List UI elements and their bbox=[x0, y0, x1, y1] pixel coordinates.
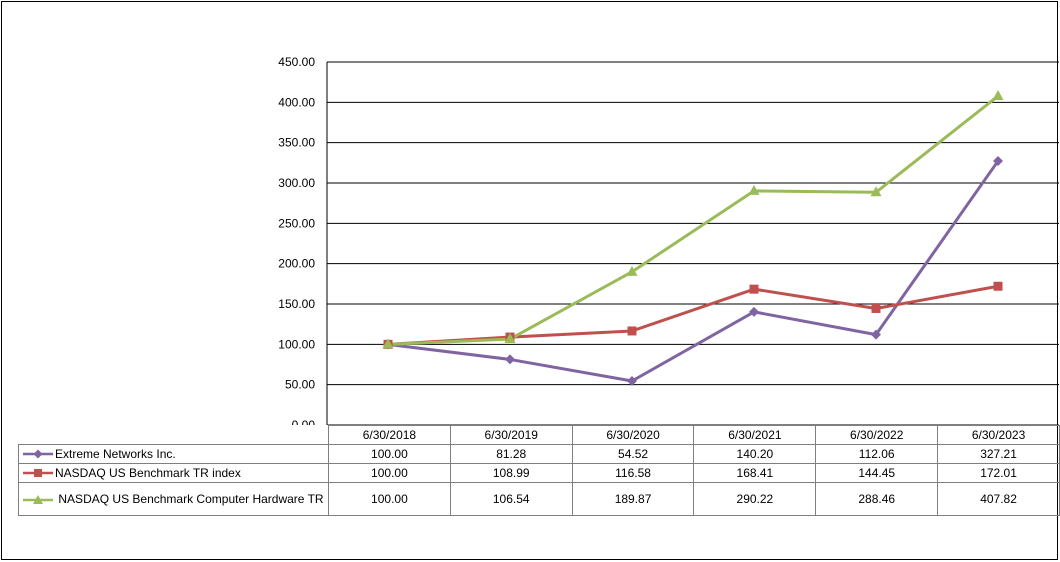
data-cell: 54.52 bbox=[571, 444, 695, 464]
legend-entry: NASDAQ US Benchmark Computer Hardware TR bbox=[18, 482, 329, 516]
data-cell: 106.54 bbox=[449, 482, 573, 516]
series-row-nasdaq-benchmark: NASDAQ US Benchmark TR index 100.00 108.… bbox=[18, 463, 1060, 483]
diamond-marker bbox=[749, 306, 759, 317]
series-row-nasdaq-hardware: NASDAQ US Benchmark Computer Hardware TR… bbox=[18, 482, 1060, 516]
data-cell: 100.00 bbox=[327, 463, 451, 483]
y-tick-label: 200.00 bbox=[278, 257, 315, 271]
diamond-marker bbox=[505, 354, 515, 365]
data-cell: 108.99 bbox=[449, 463, 573, 483]
triangle-marker bbox=[870, 186, 882, 197]
y-tick-label: 100.00 bbox=[278, 337, 315, 351]
series-line-1 bbox=[387, 160, 1000, 383]
category-label: 6/30/2021 bbox=[693, 425, 817, 445]
legend-square-key bbox=[23, 469, 53, 477]
legend-diamond-key bbox=[23, 449, 53, 459]
y-tick-label: 250.00 bbox=[278, 216, 315, 230]
y-axis-tick-labels: 0.00 50.00 100.00 150.00 200.00 250.00 300.00 3… bbox=[278, 55, 315, 425]
data-cell: 327.21 bbox=[937, 444, 1060, 464]
category-label: 6/30/2023 bbox=[937, 425, 1060, 445]
triangle-marker bbox=[504, 333, 516, 344]
y-tick-label: 350.00 bbox=[278, 136, 315, 150]
series-markers bbox=[382, 90, 1004, 387]
category-label: 6/30/2022 bbox=[815, 425, 939, 445]
y-tick-label: 50.00 bbox=[285, 378, 315, 392]
square-marker bbox=[749, 284, 759, 294]
triangle-marker bbox=[992, 90, 1004, 101]
y-tick-label: 0.00 bbox=[292, 418, 316, 425]
data-cell: 189.87 bbox=[571, 482, 695, 516]
data-cell: 112.06 bbox=[815, 444, 939, 464]
data-cell: 116.58 bbox=[571, 463, 695, 483]
series-name: NASDAQ US Benchmark Computer Hardware TR bbox=[58, 492, 324, 506]
data-cell: 81.28 bbox=[449, 444, 573, 464]
gridlines bbox=[326, 61, 1059, 425]
legend-triangle-key bbox=[23, 494, 53, 504]
series-line-3 bbox=[387, 94, 999, 346]
data-table: 6/30/2018 6/30/2019 6/30/2020 6/30/2021 … bbox=[18, 425, 1060, 516]
data-cell: 100.00 bbox=[327, 482, 451, 516]
data-cell: 168.41 bbox=[693, 463, 817, 483]
category-label: 6/30/2020 bbox=[571, 425, 695, 445]
triangle-marker bbox=[382, 338, 394, 349]
data-cell: 288.46 bbox=[815, 482, 939, 516]
triangle-marker bbox=[626, 265, 638, 276]
table-corner bbox=[18, 425, 329, 445]
square-marker bbox=[993, 281, 1003, 291]
category-label: 6/30/2018 bbox=[327, 425, 451, 445]
data-cell: 290.22 bbox=[693, 482, 817, 516]
data-cell: 172.01 bbox=[937, 463, 1060, 483]
series-name: Extreme Networks Inc. bbox=[55, 447, 176, 461]
series-lines bbox=[387, 94, 1000, 383]
y-tick-label: 150.00 bbox=[278, 297, 315, 311]
triangle-marker bbox=[748, 184, 760, 195]
series-name: NASDAQ US Benchmark TR index bbox=[55, 466, 241, 480]
square-marker bbox=[871, 303, 881, 313]
data-cell: 100.00 bbox=[327, 444, 451, 464]
data-cell: 407.82 bbox=[937, 482, 1060, 516]
diamond-marker bbox=[871, 329, 881, 340]
legend-entry: Extreme Networks Inc. bbox=[18, 444, 329, 464]
y-tick-label: 400.00 bbox=[278, 95, 315, 109]
category-label: 6/30/2019 bbox=[449, 425, 573, 445]
diamond-marker bbox=[627, 376, 637, 387]
series-line-2 bbox=[387, 284, 999, 346]
data-cell: 144.45 bbox=[815, 463, 939, 483]
diamond-marker bbox=[993, 156, 1003, 167]
square-marker bbox=[627, 326, 637, 336]
y-tick-label: 300.00 bbox=[278, 176, 315, 190]
y-tick-label: 450.00 bbox=[278, 55, 315, 69]
series-row-extreme-networks: Extreme Networks Inc. 100.00 81.28 54.52… bbox=[18, 444, 1060, 464]
legend-entry: NASDAQ US Benchmark TR index bbox=[18, 463, 329, 483]
category-header-row: 6/30/2018 6/30/2019 6/30/2020 6/30/2021 … bbox=[18, 425, 1060, 445]
data-cell: 140.20 bbox=[693, 444, 817, 464]
line-chart: 0.00 50.00 100.00 150.00 200.00 250.00 300.00 3… bbox=[278, 55, 1059, 425]
